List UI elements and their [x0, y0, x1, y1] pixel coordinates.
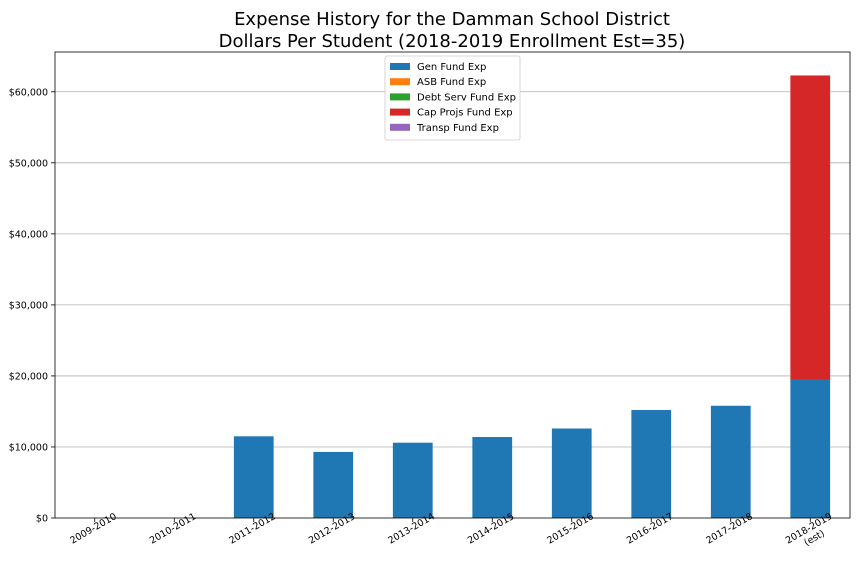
legend-swatch [390, 108, 410, 116]
y-axis: $0 $10,000 $20,000 $30,000 $40,000 $50,000 $60… [9, 87, 55, 525]
y-tick-label: $20,000 [9, 371, 48, 382]
legend-swatch [390, 63, 410, 70]
legend: Gen Fund Exp ASB Fund Exp Debt Serv Fund E… [384, 55, 521, 141]
legend-label: Gen Fund Exp [417, 62, 486, 73]
y-tick-label: $0 [36, 514, 48, 525]
y-tick-label: $60,000 [9, 87, 48, 98]
bar-segment [631, 410, 672, 518]
bar-segment [472, 437, 513, 518]
bars [233, 75, 831, 518]
bar-segment [392, 442, 433, 518]
y-tick-label: $50,000 [9, 158, 48, 169]
legend-swatch [390, 93, 410, 101]
legend-label: Transp Fund Exp [416, 123, 499, 134]
y-tick-label: $10,000 [9, 442, 48, 453]
chart-title-line-2: Dollars Per Student (2018-2019 Enrollmen… [219, 31, 686, 52]
bar-segment [233, 436, 274, 518]
legend-swatch [390, 123, 410, 131]
legend-label: Cap Projs Fund Exp [417, 108, 513, 119]
x-tick-label-line: 2010-2011 [148, 511, 198, 546]
plot-area-frame [54, 51, 851, 519]
legend-swatch [390, 78, 410, 86]
y-tick-label: $40,000 [9, 229, 48, 240]
x-tick-label-line: 2009-2010 [68, 511, 118, 546]
bar-segment [313, 451, 354, 518]
x-tick-label: 2009-2010 [68, 511, 118, 546]
chart-title-line-1: Expense History for the Damman School Di… [234, 9, 670, 30]
legend-label: Debt Serv Fund Exp [417, 92, 516, 103]
bar-segment [790, 379, 831, 518]
legend-label: ASB Fund Exp [417, 77, 486, 88]
legend-box [384, 55, 521, 141]
bar-segment [551, 428, 592, 518]
y-tick-label: $30,000 [9, 300, 48, 311]
x-tick-label: 2010-2011 [148, 511, 198, 546]
gridlines [55, 91, 850, 448]
bar-segment [790, 75, 831, 380]
bar-segment [710, 405, 751, 518]
